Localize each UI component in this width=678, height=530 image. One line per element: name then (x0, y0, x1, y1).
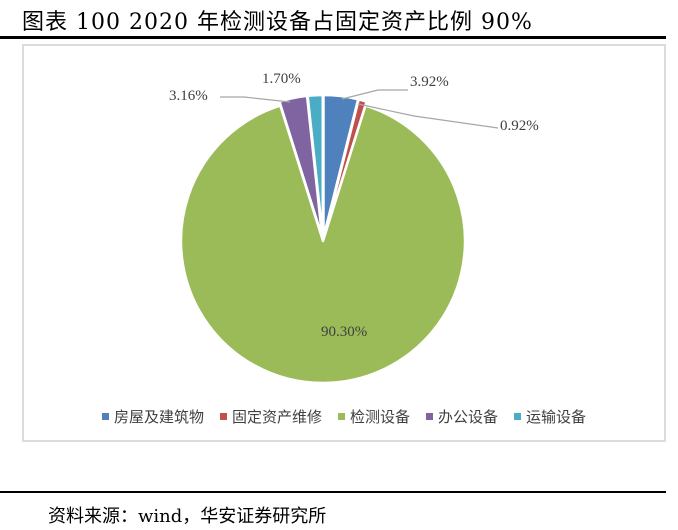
source-note: 资料来源：wind，华安证券研究所 (48, 506, 327, 527)
legend-item-testing: 检测设备 (337, 406, 410, 427)
legend-item-transport: 运输设备 (514, 406, 586, 427)
legend: 房屋及建筑物 固定资产维修 检测设备 办公设备 运输设备 (24, 406, 664, 427)
legend-item-office: 办公设备 (426, 406, 498, 427)
legend-label: 固定资产维修 (231, 408, 322, 426)
legend-label: 检测设备 (349, 408, 410, 426)
pie-chart: 3.92% 0.92% 3.16% 1.70% 90.30% (169, 71, 539, 385)
legend-swatch-icon (426, 413, 433, 420)
legend-item-maintenance: 固定资产维修 (219, 406, 322, 427)
figure-title: 图表 100 2020 年检测设备占固定资产比例 90% (22, 10, 533, 35)
top-rule (0, 36, 666, 39)
leader-line-maintenance (357, 103, 499, 129)
legend-swatch-icon (514, 413, 522, 420)
label-office: 3.16% (169, 88, 208, 104)
legend-swatch-icon (337, 413, 345, 420)
leader-line-building (341, 89, 408, 100)
chart-area: 3.92% 0.92% 3.16% 1.70% 90.30% 房屋及建筑物 固定… (22, 44, 666, 442)
legend-label: 房屋及建筑物 (113, 408, 204, 426)
legend-swatch-icon (101, 413, 109, 420)
pie-slice-testing (179, 104, 467, 385)
pie-slice-transport (306, 93, 325, 239)
label-maintenance: 0.92% (500, 118, 539, 134)
legend-label: 运输设备 (526, 408, 587, 426)
label-transport: 1.70% (262, 71, 301, 87)
bottom-rule (0, 491, 666, 493)
legend-swatch-icon (219, 413, 227, 420)
label-building: 3.92% (410, 74, 449, 90)
label-testing: 90.30% (321, 324, 367, 340)
leader-line-office (220, 96, 291, 103)
legend-item-building: 房屋及建筑物 (101, 406, 204, 427)
legend-label: 办公设备 (438, 408, 499, 426)
